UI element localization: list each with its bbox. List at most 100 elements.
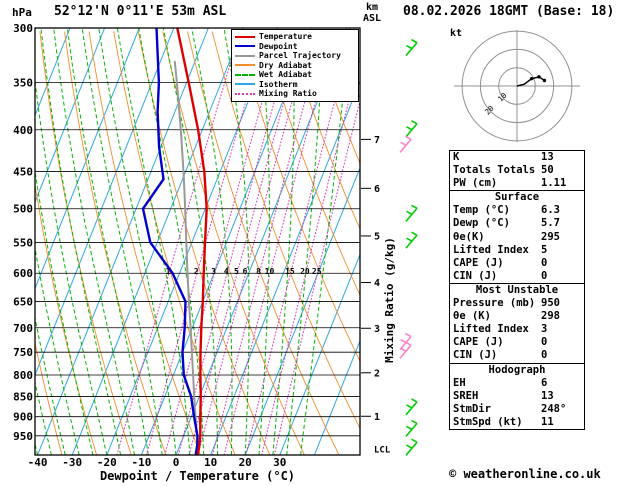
stat-row: StmDir 248° [450,403,584,416]
hodograph-ring [498,67,536,105]
wet-adiabat-line [35,167,94,455]
mixing-ratio-line [197,31,312,455]
chart-legend: Temperature Dewpoint Parcel Trajectory Dry … [231,29,359,102]
stat-label: EH [453,376,466,389]
station-title: 52°12'N 0°11'E 53m ASL [54,4,227,19]
wet-adiabat-line [223,28,250,455]
mixing-ratio-line [116,31,241,455]
wind-barb-icon [399,341,412,359]
legend-label: Wet Adiabat [259,70,312,80]
hodograph-trace-point [542,78,547,83]
altitude-axis-unit-asl: ASL [363,13,382,24]
stat-label: CAPE (J) [453,256,504,269]
stat-row: Dewp (°C) 5.7 [450,217,584,230]
pressure-tick-label: 350 [13,77,33,90]
dry-adiabat-line [113,31,236,455]
stats-section: Hodograph EH 6 SREH 13 StmDir 248° StmSpd (kt) 1… [450,362,584,429]
isotherm-line [35,28,106,204]
legend-swatch [235,54,255,57]
legend-swatch [235,92,255,95]
pressure-tick-label: 650 [13,296,33,309]
hodograph-ring [461,30,573,142]
stat-row: CAPE (J) 0 [450,257,584,270]
mixing-ratio-line [245,31,354,455]
wind-barb-icon [405,120,418,138]
mixing-ratio-line [261,55,360,455]
wet-adiabat-line [300,28,351,455]
isotherm-line [313,339,360,455]
km-tick-label: 5 [374,231,380,242]
stat-label: Pressure (mb) [453,297,536,310]
isotherm-line [244,166,360,455]
stat-label: CIN (J) [453,269,498,282]
wet-adiabat-line [286,28,324,455]
legend-swatch [235,45,255,48]
wet-adiabat-line [66,28,149,455]
mixing-ratio-value-label: 3 [211,267,216,276]
legend-swatch [235,73,255,76]
wet-adiabat-line [40,28,122,455]
isotherm-line [279,253,360,455]
wet-adiabat-line [53,28,135,455]
mixing-ratio-value-label: 20 [300,267,310,276]
stat-value: 295 [541,230,560,243]
lcl-label: LCL [374,446,391,456]
stat-label: CAPE (J) [453,336,504,349]
temperature-tick-label: 0 [173,456,180,469]
pressure-tick-label: 500 [13,203,33,216]
stat-label: PW (cm) [453,177,498,190]
stat-value: 13 [541,151,554,163]
wind-barb-icon [405,438,418,456]
legend-item: Mixing Ratio [235,89,355,99]
stat-row: θe (K) 298 [450,310,584,323]
dry-adiabat-line [88,31,201,455]
pressure-tick-label: 800 [13,369,33,382]
dry-adiabat-line [64,31,167,455]
stat-value: 248° [541,402,567,415]
isotherm-line [0,28,1,455]
stat-label: StmDir [453,402,491,415]
legend-swatch [235,64,255,67]
wind-barb-icon [405,231,418,249]
temperature-tick-label: -30 [62,456,82,469]
km-tick-label: 7 [374,135,380,146]
stat-row: CAPE (J) 0 [450,336,584,349]
mixing-ratio-line [212,31,325,455]
dry-adiabat-line [285,31,360,231]
pressure-tick-label: 750 [13,346,33,359]
hodograph-ring [479,48,555,124]
stat-label: Dewp (°C) [453,217,510,230]
stat-value: 950 [541,297,560,310]
hodograph-trace-point [537,75,541,79]
stat-row: EH 6 [450,377,584,390]
temperature-tick-label: -20 [97,456,117,469]
stat-label: CIN (J) [453,349,498,362]
legend-label: Parcel Trajectory [259,51,341,61]
stat-label: θe(K) [453,230,485,243]
dry-adiabat-line [310,31,360,165]
legend-label: Dry Adiabat [259,60,312,70]
wind-barb-icon [405,204,418,222]
mixing-ratio-line [164,31,283,455]
stat-value: 6.3 [541,204,560,217]
stat-row: SREH 13 [450,390,584,403]
isotherm-line [35,28,71,117]
stats-section-title: Most Unstable [475,283,559,296]
stat-value: 5.7 [541,217,560,230]
stat-value: 1.11 [541,177,567,190]
stat-label: SREH [453,389,479,402]
km-tick-label: 6 [374,184,380,195]
stat-row: Pressure (mb) 950 [450,297,584,310]
stat-row: PW (cm) 1.11 [450,177,584,190]
stat-value: 13 [541,389,554,402]
pressure-tick-label: 300 [13,22,33,35]
wet-adiabat-line [162,28,218,455]
plot-frame [34,27,361,456]
legend-item: Parcel Trajectory [235,51,355,61]
stats-section-title: Surface [494,191,540,204]
pressure-tick-label: 450 [13,165,33,178]
x-axis-title: Dewpoint / Temperature (°C) [99,469,296,483]
stat-row: K 13 [450,151,584,164]
stats-section: Surface Temp (°C) 6.3 Dewp (°C) 5.7 θe(K) 295 L… [450,190,584,283]
mixing-ratio-value-label: 8 [256,267,261,276]
